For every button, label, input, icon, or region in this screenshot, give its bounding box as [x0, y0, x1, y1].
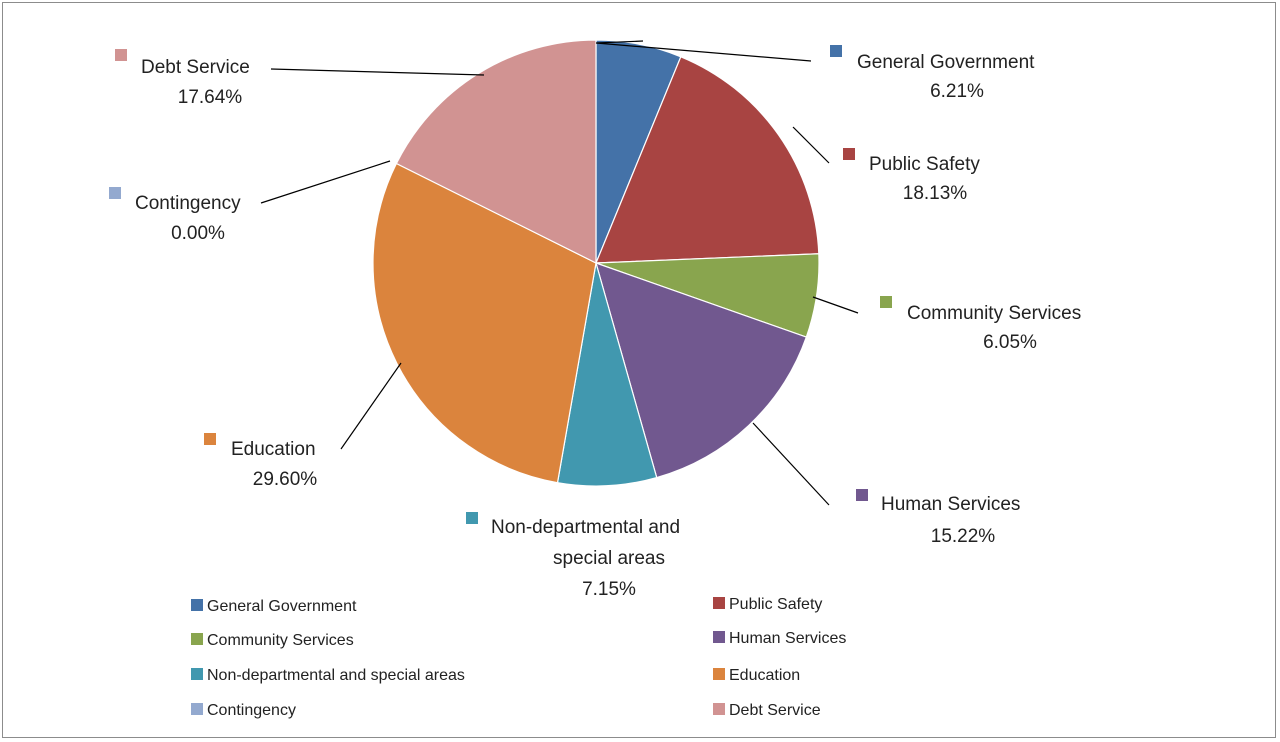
- data-label-swatch-general-government: [830, 45, 842, 57]
- data-label-value-general-government: 6.21%: [930, 81, 984, 102]
- data-label-name-non-departmental-and-special-areas-line2: special areas: [553, 548, 665, 569]
- data-label-value-human-services: 15.22%: [931, 526, 996, 547]
- legend-label-public-safety: Public Safety: [729, 596, 822, 613]
- data-label-value-community-services: 6.05%: [983, 332, 1037, 353]
- data-label-value-non-departmental-and-special-areas: 7.15%: [582, 579, 636, 600]
- pie-slice-public-safety: [595, 55, 820, 264]
- legend-swatch-debt-service: [713, 703, 725, 715]
- data-label-value-public-safety: 18.13%: [903, 183, 968, 204]
- legend-label-general-government: General Government: [207, 598, 357, 615]
- data-label-swatch-public-safety: [843, 148, 855, 160]
- data-label-swatch-education: [204, 433, 216, 445]
- data-label-value-debt-service: 17.64%: [178, 87, 243, 108]
- legend-swatch-public-safety: [713, 597, 725, 609]
- data-label-swatch-community-services: [880, 296, 892, 308]
- data-label-value-contingency: 0.00%: [171, 223, 225, 244]
- data-label-swatch-human-services: [856, 489, 868, 501]
- legend-swatch-community-services: [191, 633, 203, 645]
- data-label-name-non-departmental-and-special-areas: Non-departmental and: [491, 517, 680, 538]
- pie-slice-debt-service: [395, 39, 597, 264]
- leader-line-debt-service: [270, 68, 485, 76]
- data-label-name-education: Education: [231, 439, 316, 460]
- leader-line-education: [340, 362, 402, 450]
- pie-slice-non-departmental-and-special-areas: [556, 262, 658, 487]
- data-label-name-human-services: Human Services: [881, 494, 1020, 515]
- leader-line-human-services: [752, 422, 830, 506]
- data-label-swatch-non-departmental-and-special-areas: [466, 512, 478, 524]
- legend-swatch-contingency: [191, 703, 203, 715]
- legend-label-community-services: Community Services: [207, 632, 354, 649]
- data-label-value-education: 29.60%: [253, 469, 318, 490]
- legend-swatch-non-departmental-and-special-areas: [191, 668, 203, 680]
- legend-swatch-human-services: [713, 631, 725, 643]
- legend-label-debt-service: Debt Service: [729, 702, 821, 719]
- leader-line-public-safety: [792, 126, 830, 164]
- leader-line-community-services: [812, 296, 859, 314]
- data-label-name-general-government: General Government: [857, 52, 1035, 73]
- data-label-name-community-services: Community Services: [907, 303, 1081, 324]
- legend-label-human-services: Human Services: [729, 630, 846, 647]
- pie-slice-education: [372, 162, 597, 484]
- legend-label-contingency: Contingency: [207, 702, 296, 719]
- data-label-name-public-safety: Public Safety: [869, 154, 980, 175]
- legend-swatch-general-government: [191, 599, 203, 611]
- pie-chart: General Government 6.21% Public Safety 18.1…: [109, 39, 1081, 719]
- data-label-swatch-contingency: [109, 187, 121, 199]
- leader-line-general-government: [595, 40, 812, 62]
- data-label-swatch-debt-service: [115, 49, 127, 61]
- pie-slice-human-services: [595, 262, 808, 479]
- data-label-name-contingency: Contingency: [135, 193, 241, 214]
- legend-label-non-departmental-and-special-areas: Non-departmental and special areas: [207, 667, 465, 684]
- legend-label-education: Education: [729, 667, 800, 684]
- data-label-name-debt-service: Debt Service: [141, 57, 250, 78]
- legend-swatch-education: [713, 668, 725, 680]
- leader-line-contingency: [260, 160, 391, 204]
